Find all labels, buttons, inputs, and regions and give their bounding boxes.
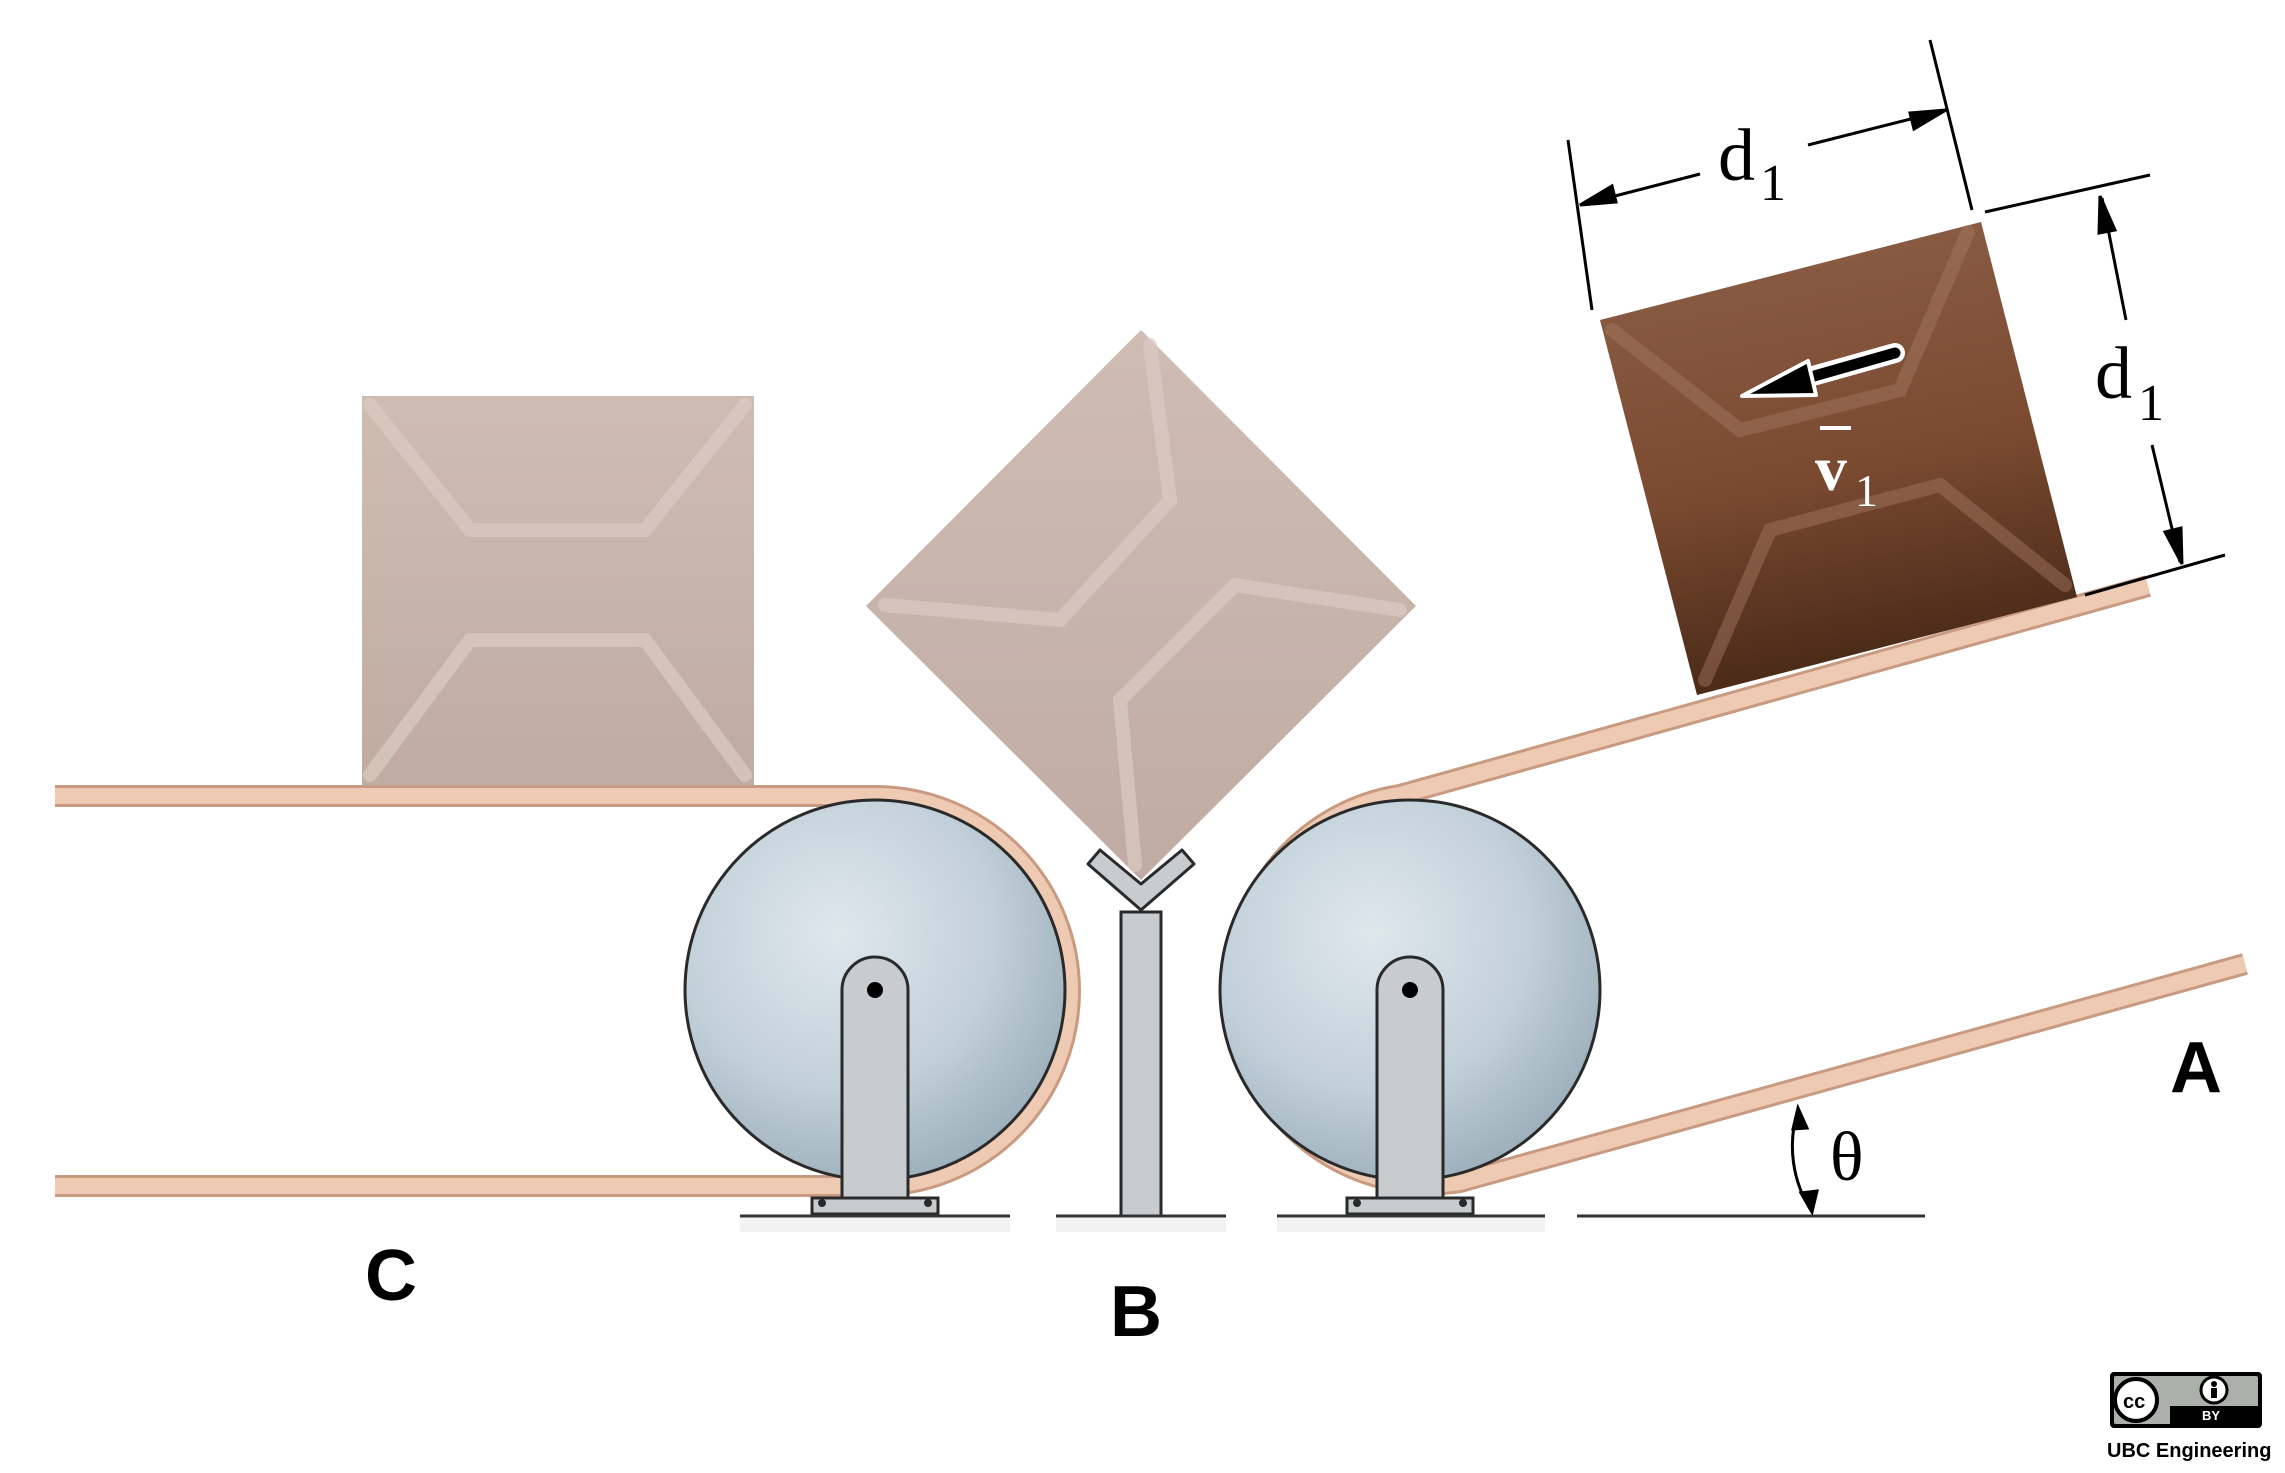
license-caption: UBC Engineering xyxy=(2107,1440,2271,1462)
height-dim-label: d xyxy=(2095,333,2132,415)
label-a: A xyxy=(2170,1028,2222,1108)
width-dim-label: d xyxy=(1718,115,1755,197)
axle-left xyxy=(867,982,883,998)
ground xyxy=(740,1214,1925,1232)
width-dim-subscript: 1 xyxy=(1760,155,1786,212)
velocity-arrow xyxy=(1740,343,1905,398)
dimension-width xyxy=(1566,39,1974,311)
angle-marker xyxy=(1790,1103,1819,1217)
axle-right xyxy=(1402,982,1418,998)
velocity-label: v xyxy=(1815,433,1847,504)
dimension-height xyxy=(1984,173,2226,597)
by-text: BY xyxy=(2202,1408,2220,1423)
box-b xyxy=(866,330,1416,880)
box-c xyxy=(362,396,754,786)
box-a xyxy=(1600,222,2077,695)
velocity-subscript: 1 xyxy=(1855,465,1878,516)
v-support xyxy=(1086,848,1196,1218)
license-badge: cc BY UBC Engineering xyxy=(2107,1372,2271,1462)
cc-icon xyxy=(2113,1377,2159,1423)
support-right xyxy=(1345,955,1475,1216)
height-dim-subscript: 1 xyxy=(2138,375,2164,432)
angle-label: θ xyxy=(1830,1119,1864,1196)
support-left xyxy=(810,955,940,1216)
cc-text: cc xyxy=(2123,1391,2145,1413)
label-b: B xyxy=(1110,1272,1162,1352)
belt-c xyxy=(55,785,1081,1197)
label-c: C xyxy=(365,1236,417,1316)
